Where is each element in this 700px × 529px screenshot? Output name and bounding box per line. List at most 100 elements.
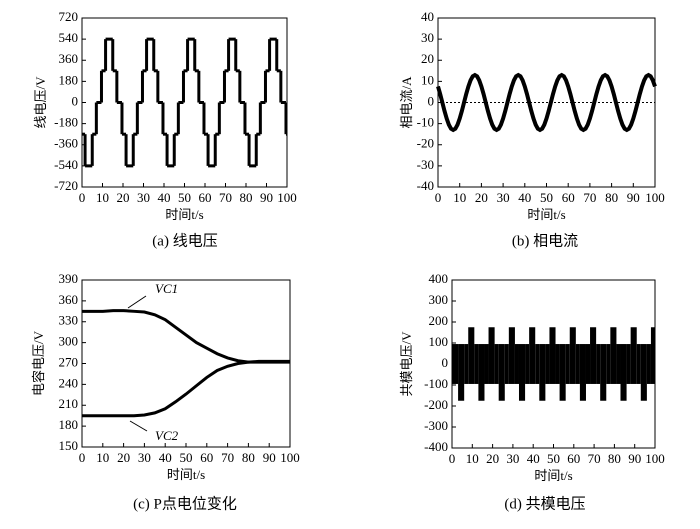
y-tick-label: -400 bbox=[424, 439, 448, 454]
band-lower bbox=[600, 364, 607, 401]
x-tick-label: 80 bbox=[608, 451, 621, 466]
band-upper bbox=[488, 327, 495, 364]
band-lower bbox=[539, 364, 546, 401]
band-lower bbox=[555, 364, 560, 384]
band-lower bbox=[585, 364, 591, 384]
x-tick-label: 50 bbox=[547, 451, 560, 466]
caption: (d) 共模电压 bbox=[504, 495, 585, 512]
y-axis-label: 电容电压/V bbox=[31, 330, 46, 396]
x-tick-label: 70 bbox=[583, 190, 596, 205]
x-tick-label: 0 bbox=[449, 451, 456, 466]
y-tick-label: -100 bbox=[424, 376, 448, 391]
x-tick-label: 20 bbox=[117, 190, 130, 205]
y-tick-label: 0 bbox=[428, 93, 435, 108]
x-tick-label: 10 bbox=[96, 190, 109, 205]
y-tick-label: 20 bbox=[421, 51, 434, 66]
band-lower bbox=[468, 364, 475, 384]
x-axis-label: 时间t/s bbox=[167, 467, 205, 482]
band-upper bbox=[494, 344, 499, 364]
band-lower bbox=[452, 364, 459, 384]
x-tick-label: 20 bbox=[117, 450, 130, 465]
voltage-line bbox=[82, 359, 290, 418]
band-upper bbox=[545, 344, 550, 364]
y-tick-label: -720 bbox=[54, 178, 78, 193]
plot-frame bbox=[437, 17, 656, 188]
y-tick-label: 0 bbox=[442, 355, 449, 370]
band-upper bbox=[498, 344, 505, 364]
band-lower bbox=[484, 364, 489, 384]
band-upper bbox=[596, 344, 601, 364]
plot-frame bbox=[81, 17, 288, 188]
x-axis-label: 时间t/s bbox=[165, 207, 203, 222]
x-tick-label: 70 bbox=[219, 190, 232, 205]
caption: (c) P点电位变化 bbox=[133, 495, 237, 512]
y-axis-label: 相电流/A bbox=[399, 76, 414, 129]
band-upper bbox=[535, 344, 540, 364]
band-upper bbox=[585, 344, 591, 364]
band-lower bbox=[569, 364, 576, 384]
series-label: VC1 bbox=[155, 281, 178, 296]
y-tick-label: 270 bbox=[59, 354, 79, 369]
x-tick-label: 20 bbox=[486, 451, 499, 466]
band-lower bbox=[590, 364, 597, 384]
x-tick-label: 70 bbox=[588, 451, 601, 466]
caption: (b) 相电流 bbox=[512, 232, 578, 249]
plot-frame bbox=[451, 279, 656, 449]
band-upper bbox=[636, 344, 641, 364]
band-lower bbox=[596, 364, 601, 384]
y-tick-label: -180 bbox=[54, 115, 78, 130]
y-axis-label: 线电压/V bbox=[33, 76, 48, 129]
y-tick-label: 200 bbox=[429, 313, 449, 328]
x-tick-label: 100 bbox=[645, 451, 665, 466]
y-tick-label: 30 bbox=[421, 30, 434, 45]
band-lower bbox=[474, 364, 479, 384]
caption: (a) 线电压 bbox=[152, 232, 217, 249]
x-tick-label: 70 bbox=[221, 450, 234, 465]
y-tick-label: -40 bbox=[417, 178, 434, 193]
band-upper bbox=[600, 344, 607, 364]
band-upper bbox=[529, 327, 536, 364]
band-lower bbox=[646, 364, 651, 384]
x-tick-label: 0 bbox=[435, 190, 442, 205]
y-tick-label: -200 bbox=[424, 397, 448, 412]
band-upper bbox=[646, 344, 651, 364]
x-tick-label: 0 bbox=[79, 450, 86, 465]
band-upper bbox=[484, 344, 489, 364]
x-tick-label: 100 bbox=[645, 190, 665, 205]
y-tick-label: -360 bbox=[54, 136, 78, 151]
band-upper bbox=[464, 344, 469, 364]
x-tick-label: 90 bbox=[260, 190, 273, 205]
y-tick-label: -300 bbox=[424, 418, 448, 433]
y-tick-label: 210 bbox=[59, 396, 79, 411]
annotation-leader bbox=[129, 420, 148, 432]
band-lower bbox=[616, 364, 621, 384]
x-tick-label: 0 bbox=[79, 190, 86, 205]
band-lower bbox=[508, 364, 515, 384]
band-lower bbox=[610, 364, 617, 384]
x-tick-label: 30 bbox=[497, 190, 510, 205]
band-lower bbox=[498, 364, 505, 401]
band-upper bbox=[539, 344, 546, 364]
x-tick-label: 60 bbox=[567, 451, 580, 466]
x-tick-label: 30 bbox=[137, 190, 150, 205]
band-upper bbox=[575, 344, 580, 364]
y-axis-label: 共模电压/V bbox=[399, 331, 414, 397]
band-upper bbox=[474, 344, 479, 364]
y-tick-label: -10 bbox=[417, 115, 434, 130]
y-tick-label: 400 bbox=[429, 271, 449, 286]
band-lower bbox=[650, 364, 655, 384]
x-tick-label: 80 bbox=[240, 190, 253, 205]
band-lower bbox=[630, 364, 637, 384]
current-line bbox=[436, 72, 657, 133]
band-upper bbox=[640, 344, 647, 364]
x-axis-label: 时间t/s bbox=[527, 207, 565, 222]
voltage-line bbox=[82, 309, 290, 364]
x-tick-label: 50 bbox=[540, 190, 553, 205]
y-tick-label: 540 bbox=[59, 30, 79, 45]
x-tick-label: 100 bbox=[280, 450, 300, 465]
band-upper bbox=[630, 327, 637, 364]
x-tick-label: 100 bbox=[277, 190, 297, 205]
x-tick-label: 30 bbox=[138, 450, 151, 465]
band-lower bbox=[494, 364, 499, 384]
